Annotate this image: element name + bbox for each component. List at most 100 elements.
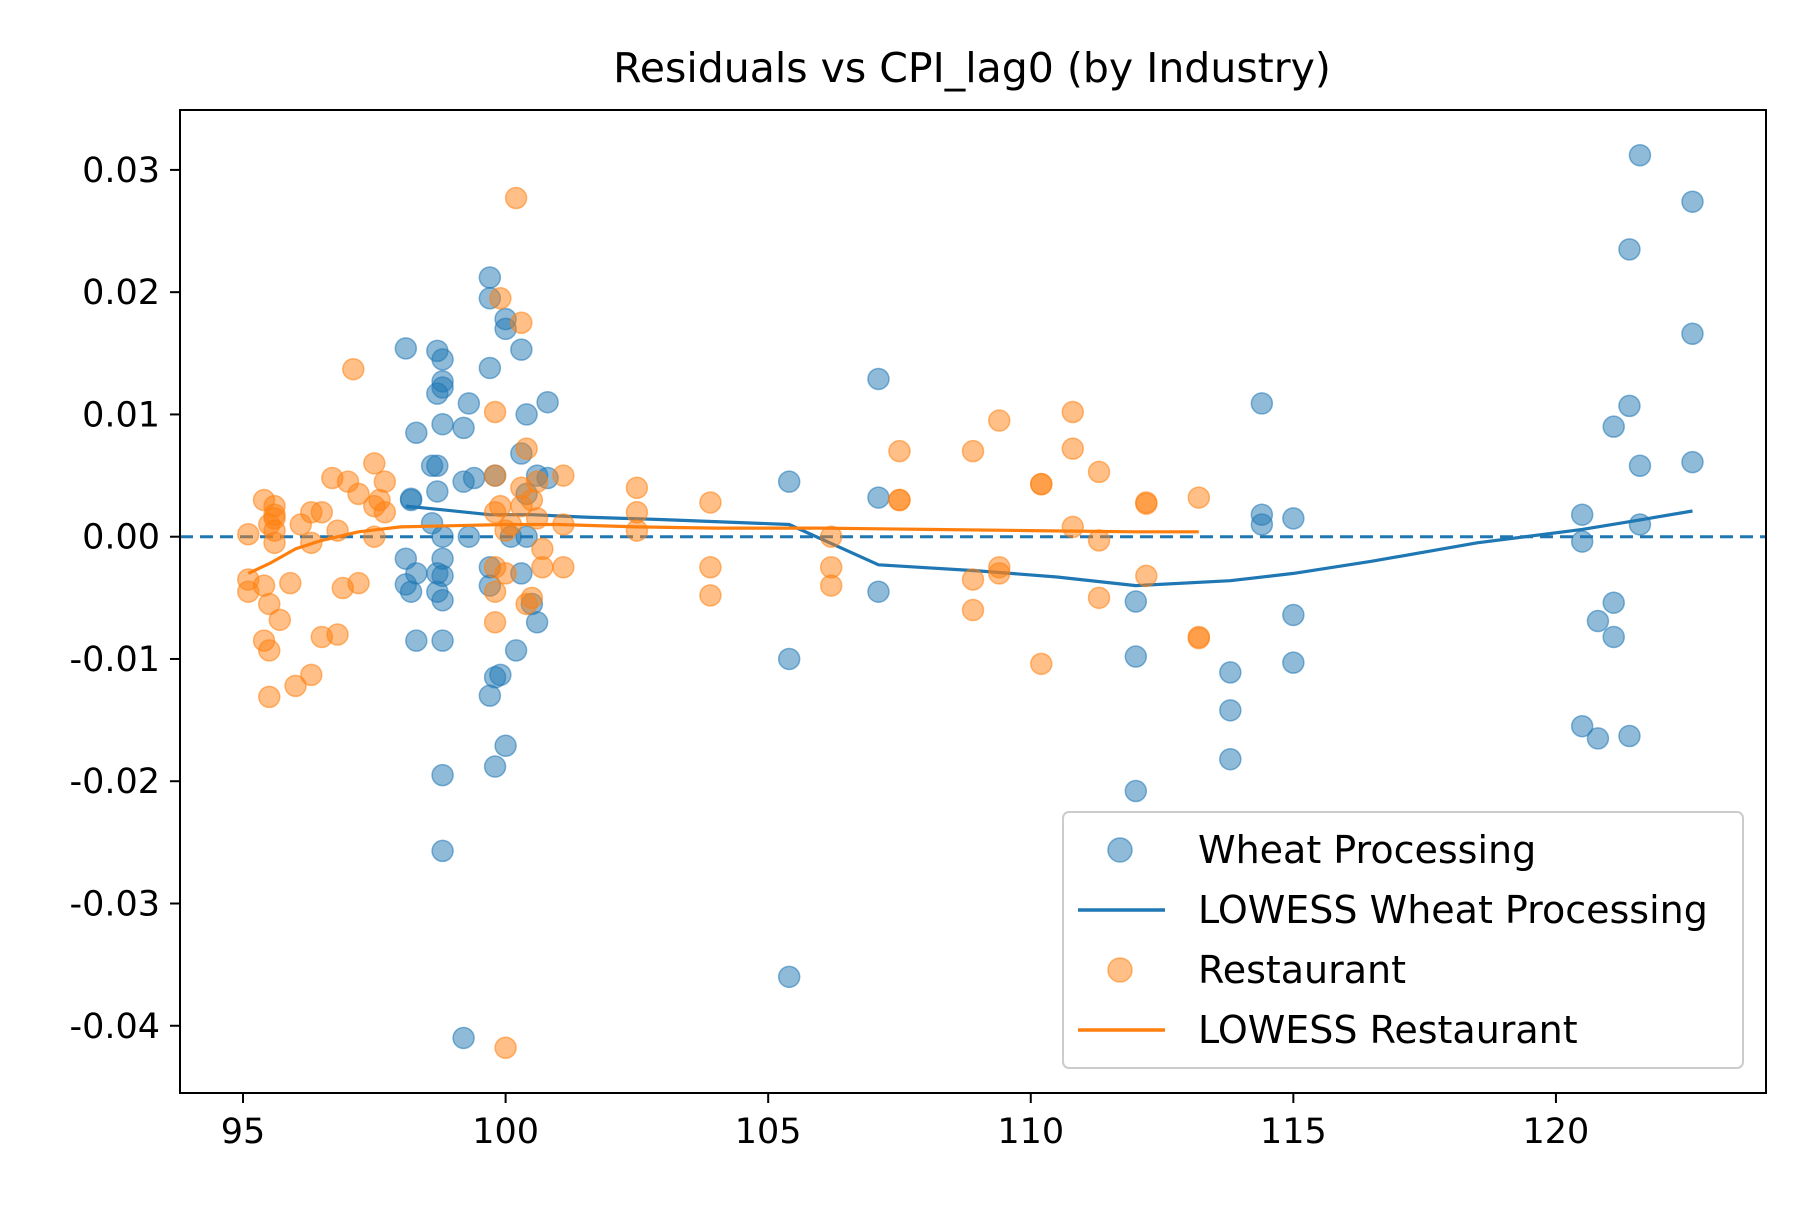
scatter-point xyxy=(1681,190,1704,213)
scatter-point xyxy=(1602,591,1625,614)
scatter-point xyxy=(1124,590,1148,613)
x-tick-label: 95 xyxy=(221,1112,266,1152)
scatter-point xyxy=(394,337,418,360)
scatter-point xyxy=(237,523,260,546)
scatter-point xyxy=(1282,603,1305,627)
scatter-point xyxy=(347,571,370,595)
scatter-point xyxy=(819,574,843,597)
lowess-line xyxy=(405,504,1693,588)
scatter-point xyxy=(1187,486,1211,509)
scatter-point xyxy=(531,556,554,579)
scatter-point xyxy=(363,494,386,518)
scatter-point xyxy=(483,755,507,778)
scatter-point xyxy=(258,685,281,709)
plot-marks xyxy=(180,143,1766,1060)
scatter-point xyxy=(961,598,985,622)
legend-label: Restaurant xyxy=(1198,948,1406,992)
x-tick-label: 100 xyxy=(472,1112,539,1152)
scatter-point xyxy=(431,348,454,371)
scatter-point xyxy=(1061,515,1085,539)
legend-entry: Restaurant xyxy=(1107,948,1406,992)
scatter-point xyxy=(399,487,423,511)
scatter-point xyxy=(405,562,428,585)
y-axis-ticks: -0.04 -0.03 -0.02 -0.01 0.00 0.01 0.02 0.03 xyxy=(69,151,180,1047)
y-tick-label: 0.01 xyxy=(82,395,160,435)
scatter-point xyxy=(515,403,538,426)
scatter-point xyxy=(867,486,890,509)
scatter-point xyxy=(515,437,538,460)
scatter-point xyxy=(478,266,502,289)
scatter-point xyxy=(1030,472,1053,496)
scatter-point xyxy=(310,500,334,524)
scatter-point xyxy=(363,452,386,475)
scatter-point xyxy=(1570,503,1594,526)
scatter-point xyxy=(494,562,517,585)
scatter-point xyxy=(431,629,454,652)
y-tick-label: 0.02 xyxy=(82,273,160,313)
x-tick-label: 105 xyxy=(735,1112,802,1152)
scatter-point xyxy=(819,525,843,548)
scatter-point xyxy=(342,357,365,381)
scatter-point xyxy=(1135,564,1158,588)
scatter-point xyxy=(431,763,454,787)
scatter-point xyxy=(1250,513,1274,536)
scatter-point xyxy=(552,556,575,579)
scatter-point xyxy=(988,562,1011,585)
scatter-point xyxy=(625,476,649,500)
scatter-point xyxy=(494,1036,517,1060)
scatter-point xyxy=(1087,586,1111,610)
scatter-point xyxy=(867,367,890,391)
scatter-point xyxy=(426,382,449,405)
scatter-point xyxy=(478,356,502,380)
scatter-point xyxy=(867,580,890,603)
scatter-point xyxy=(452,416,475,440)
scatter-point xyxy=(300,663,323,687)
scatter-point xyxy=(1570,714,1594,738)
scatter-point xyxy=(510,311,533,334)
plot-frame xyxy=(179,109,1767,1094)
x-axis-ticks: 95 100 105 110 115 120 xyxy=(221,1093,1589,1152)
scatter-point xyxy=(1061,400,1085,424)
legend-entry: LOWESS Wheat Processing xyxy=(1078,888,1708,932)
scatter-point xyxy=(326,623,349,646)
scatter-point xyxy=(625,519,649,542)
scatter-point xyxy=(1618,238,1641,261)
scatter-point xyxy=(1061,437,1085,460)
scatter-point xyxy=(1570,530,1594,553)
scatter-point xyxy=(1602,625,1625,649)
lowess-line xyxy=(247,522,1199,575)
scatter-point xyxy=(405,421,428,445)
scatter-point xyxy=(457,392,481,415)
scatter-point xyxy=(1250,392,1274,415)
scatter-point xyxy=(284,674,307,698)
scatter-point xyxy=(1586,727,1610,750)
x-tick-label: 115 xyxy=(1260,1112,1327,1152)
scatter-point xyxy=(536,390,559,414)
scatter-point xyxy=(1219,699,1242,722)
y-tick-label: -0.02 xyxy=(69,762,160,802)
scatter-point xyxy=(1618,724,1641,748)
scatter-point xyxy=(373,470,397,493)
scatter-point xyxy=(961,568,985,591)
y-tick-label: -0.01 xyxy=(69,640,160,680)
plot-area xyxy=(180,143,1766,1060)
scatter-point xyxy=(279,571,302,595)
legend-entry: LOWESS Restaurant xyxy=(1078,1008,1578,1052)
scatter-point xyxy=(1030,652,1053,676)
scatter-point xyxy=(961,439,985,463)
scatter-point xyxy=(699,556,722,579)
x-tick-label: 110 xyxy=(997,1112,1064,1152)
scatter-point xyxy=(1681,322,1704,345)
scatter-point xyxy=(777,647,801,671)
legend-marker xyxy=(1107,837,1133,863)
scatter-point xyxy=(268,608,292,632)
scatter-point xyxy=(552,464,575,487)
scatter-point xyxy=(483,400,507,424)
scatter-point xyxy=(525,470,549,493)
scatter-point xyxy=(347,482,370,506)
scatter-point xyxy=(888,439,911,463)
legend: Wheat Processing LOWESS Wheat Processing R… xyxy=(1062,811,1744,1069)
scatter-point xyxy=(431,589,454,612)
scatter-point xyxy=(1087,460,1111,484)
